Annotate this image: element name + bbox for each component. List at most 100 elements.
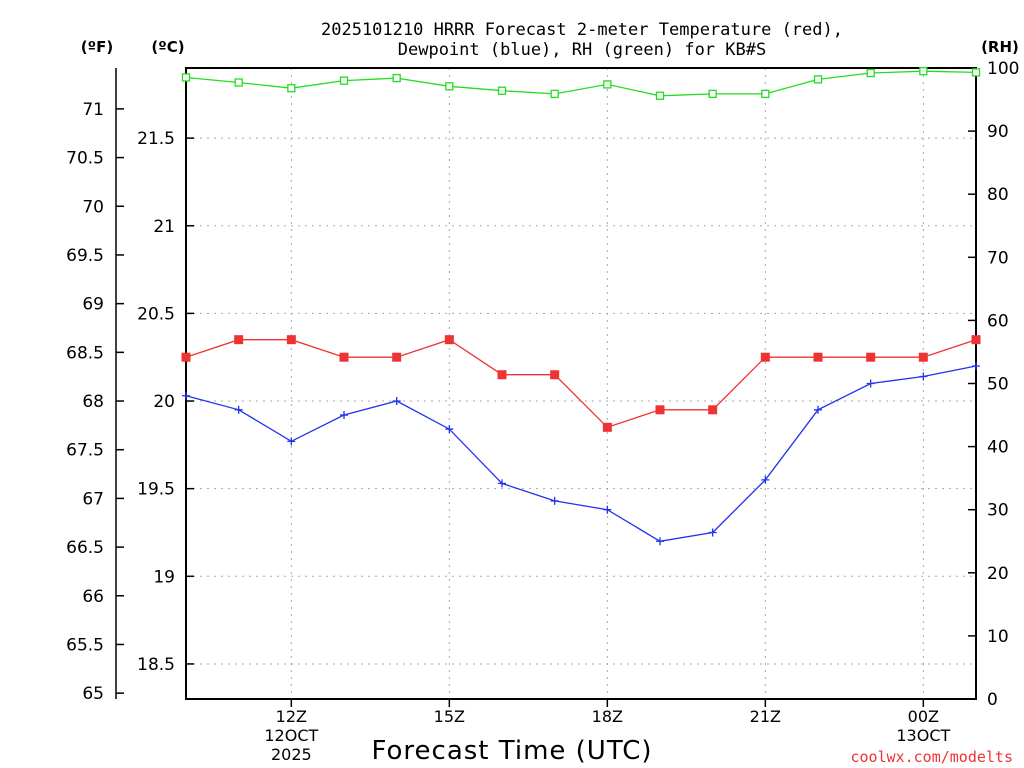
fahrenheit-tick-label: 68	[82, 392, 104, 412]
temperature-point	[602, 422, 612, 432]
fahrenheit-tick-label: 69.5	[66, 246, 104, 266]
rh-point	[919, 67, 928, 76]
rh-point	[866, 68, 875, 78]
rh-point	[181, 73, 191, 82]
rh-tick-label: 0	[987, 690, 998, 710]
dewpoint-point	[919, 372, 928, 381]
credit-label: coolwx.com/modelts	[850, 748, 1013, 766]
celsius-tick-label: 21	[153, 217, 175, 237]
temperature-line	[185, 338, 977, 429]
x-tick-label: 15Z	[434, 707, 465, 726]
dewpoint-point	[550, 496, 559, 505]
rh-tick-label: 70	[987, 248, 1009, 268]
x-tick-label: 00Z	[908, 707, 939, 726]
temperature-point	[392, 352, 402, 362]
dewpoint-point	[392, 397, 401, 406]
dewpoint-point	[287, 437, 296, 446]
rh-unit-label: (RH)	[981, 38, 1019, 56]
fahrenheit-tick-label: 69	[82, 295, 104, 315]
temperature-point	[181, 352, 191, 362]
rh-point	[287, 84, 296, 93]
rh-point	[234, 78, 243, 87]
rh-point	[813, 75, 823, 84]
rh-point	[339, 76, 349, 85]
rh-tick-label: 30	[987, 501, 1009, 521]
celsius-tick-label: 21.5	[137, 129, 175, 149]
fahrenheit-tick-label: 71	[82, 100, 104, 120]
fahrenheit-tick-label: 66	[82, 587, 104, 607]
rh-point	[392, 73, 401, 83]
rh-point	[971, 68, 981, 77]
x-tick-year-label: 2025	[271, 745, 312, 764]
dewpoint-point	[866, 379, 875, 388]
temperature-point	[813, 352, 823, 362]
dewpoint-point	[656, 537, 664, 546]
temperature-point	[655, 405, 665, 415]
x-tick-date-label: 12OCT	[264, 726, 318, 745]
rh-tick-label: 80	[987, 185, 1009, 205]
temperature-point	[918, 352, 928, 362]
temperature-point	[550, 370, 560, 380]
rh-tick-label: 10	[987, 627, 1009, 647]
rh-point	[761, 89, 770, 99]
rh-tick-label: 90	[987, 122, 1009, 142]
plot-frame	[185, 67, 977, 700]
rh-tick-label: 40	[987, 438, 1009, 458]
temperature-point	[866, 352, 876, 362]
dewpoint-point	[498, 479, 506, 488]
fahrenheit-unit-label: (ºF)	[81, 38, 113, 56]
fahrenheit-tick-label: 70	[82, 197, 104, 217]
x-axis-title: Forecast Time (UTC)	[371, 736, 652, 766]
rh-point	[708, 89, 717, 99]
dewpoint-point	[814, 405, 822, 414]
temperature-point	[708, 405, 718, 415]
celsius-tick-label: 20.5	[137, 304, 175, 324]
rh-tick-label: 100	[987, 59, 1019, 79]
dewpoint-point	[603, 505, 612, 514]
rh-point	[445, 82, 454, 91]
dewpoint-point	[182, 391, 190, 400]
temperature-point	[497, 370, 507, 380]
chart-title-line-1: 2025101210 HRRR Forecast 2-meter Tempera…	[321, 20, 843, 40]
rh-point	[603, 80, 612, 89]
temperature-point	[339, 352, 349, 362]
celsius-tick-label: 19.5	[137, 480, 175, 500]
series-layer	[181, 67, 981, 546]
temperature-point	[234, 335, 244, 345]
x-tick-date-label: 13OCT	[896, 726, 950, 745]
dewpoint-point	[234, 405, 243, 414]
fahrenheit-tick-label: 66.5	[66, 538, 104, 558]
temperature-point	[286, 335, 296, 345]
temperature-point	[971, 335, 981, 345]
rh-point	[550, 89, 559, 99]
dewpoint-point	[761, 475, 770, 484]
labels-layer: 2025101210 HRRR Forecast 2-meter Tempera…	[81, 20, 1019, 766]
rh-point	[497, 86, 507, 95]
dewpoint-line	[185, 365, 977, 542]
dewpoint-point	[972, 361, 980, 370]
x-tick-label: 21Z	[750, 707, 781, 726]
temperature-point	[760, 352, 770, 362]
temperature-point	[444, 335, 454, 345]
fahrenheit-tick-label: 65	[82, 684, 104, 704]
celsius-tick-label: 20	[153, 392, 175, 412]
grid-layer	[186, 68, 976, 699]
x-tick-label: 18Z	[592, 707, 623, 726]
fahrenheit-tick-label: 70.5	[66, 149, 104, 169]
rh-point	[655, 91, 665, 100]
rh-tick-label: 60	[987, 311, 1009, 331]
fahrenheit-tick-label: 65.5	[66, 635, 104, 655]
celsius-unit-label: (ºC)	[151, 38, 184, 56]
rh-tick-label: 50	[987, 375, 1009, 395]
fahrenheit-tick-label: 67	[82, 489, 104, 509]
rh-tick-label: 20	[987, 564, 1009, 584]
chart-title-line-2: Dewpoint (blue), RH (green) for KB#S	[398, 40, 766, 60]
dewpoint-point	[445, 425, 454, 434]
fahrenheit-tick-label: 68.5	[66, 343, 104, 363]
celsius-tick-label: 19	[153, 567, 175, 587]
fahrenheit-tick-label: 67.5	[66, 441, 104, 461]
dewpoint-point	[340, 411, 348, 420]
